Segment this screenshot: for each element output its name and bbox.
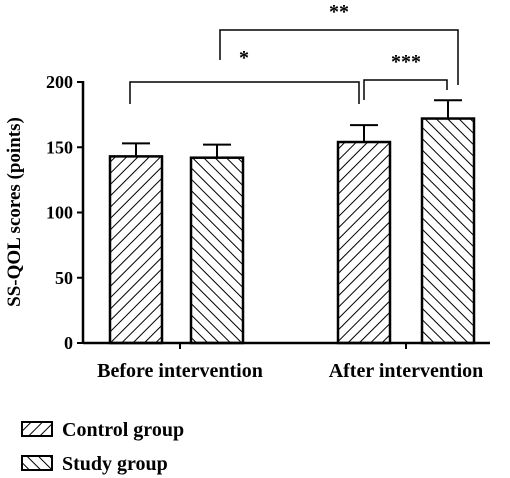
bracket-overall (219, 29, 459, 85)
y-tick-label: 150 (46, 137, 73, 157)
legend-label: Control group (62, 419, 184, 441)
significance-label: ** (329, 1, 349, 23)
legend-label: Study group (62, 453, 168, 475)
bar-control-group-before-intervention (108, 155, 164, 345)
bars (108, 99, 476, 345)
bar-study-group-before-intervention (189, 156, 245, 345)
bar-control-group-after-intervention (336, 140, 392, 345)
significance-brackets: * ***** (129, 1, 459, 104)
significance-label: * (239, 47, 249, 69)
y-tick-label: 200 (46, 72, 73, 92)
x-tick-label: Before intervention (97, 360, 263, 382)
bracket-control-vs-study-after (363, 79, 448, 100)
legend-swatch (21, 455, 53, 471)
axes: 0 50 100 150 200 Before intervention After int… (46, 72, 490, 382)
legend: Control group Study group (21, 419, 184, 475)
x-tick-label: After intervention (329, 360, 484, 382)
y-tick-label: 100 (46, 203, 73, 223)
y-tick-label: 0 (64, 333, 73, 353)
y-tick-label: 50 (55, 268, 73, 288)
significance-label: *** (391, 51, 421, 73)
y-axis-label: SS-QOL scores (points) (4, 117, 25, 307)
bracket-before-vs-after-control (129, 81, 360, 104)
legend-swatch (21, 421, 53, 437)
bar-study-group-after-intervention (420, 117, 476, 345)
